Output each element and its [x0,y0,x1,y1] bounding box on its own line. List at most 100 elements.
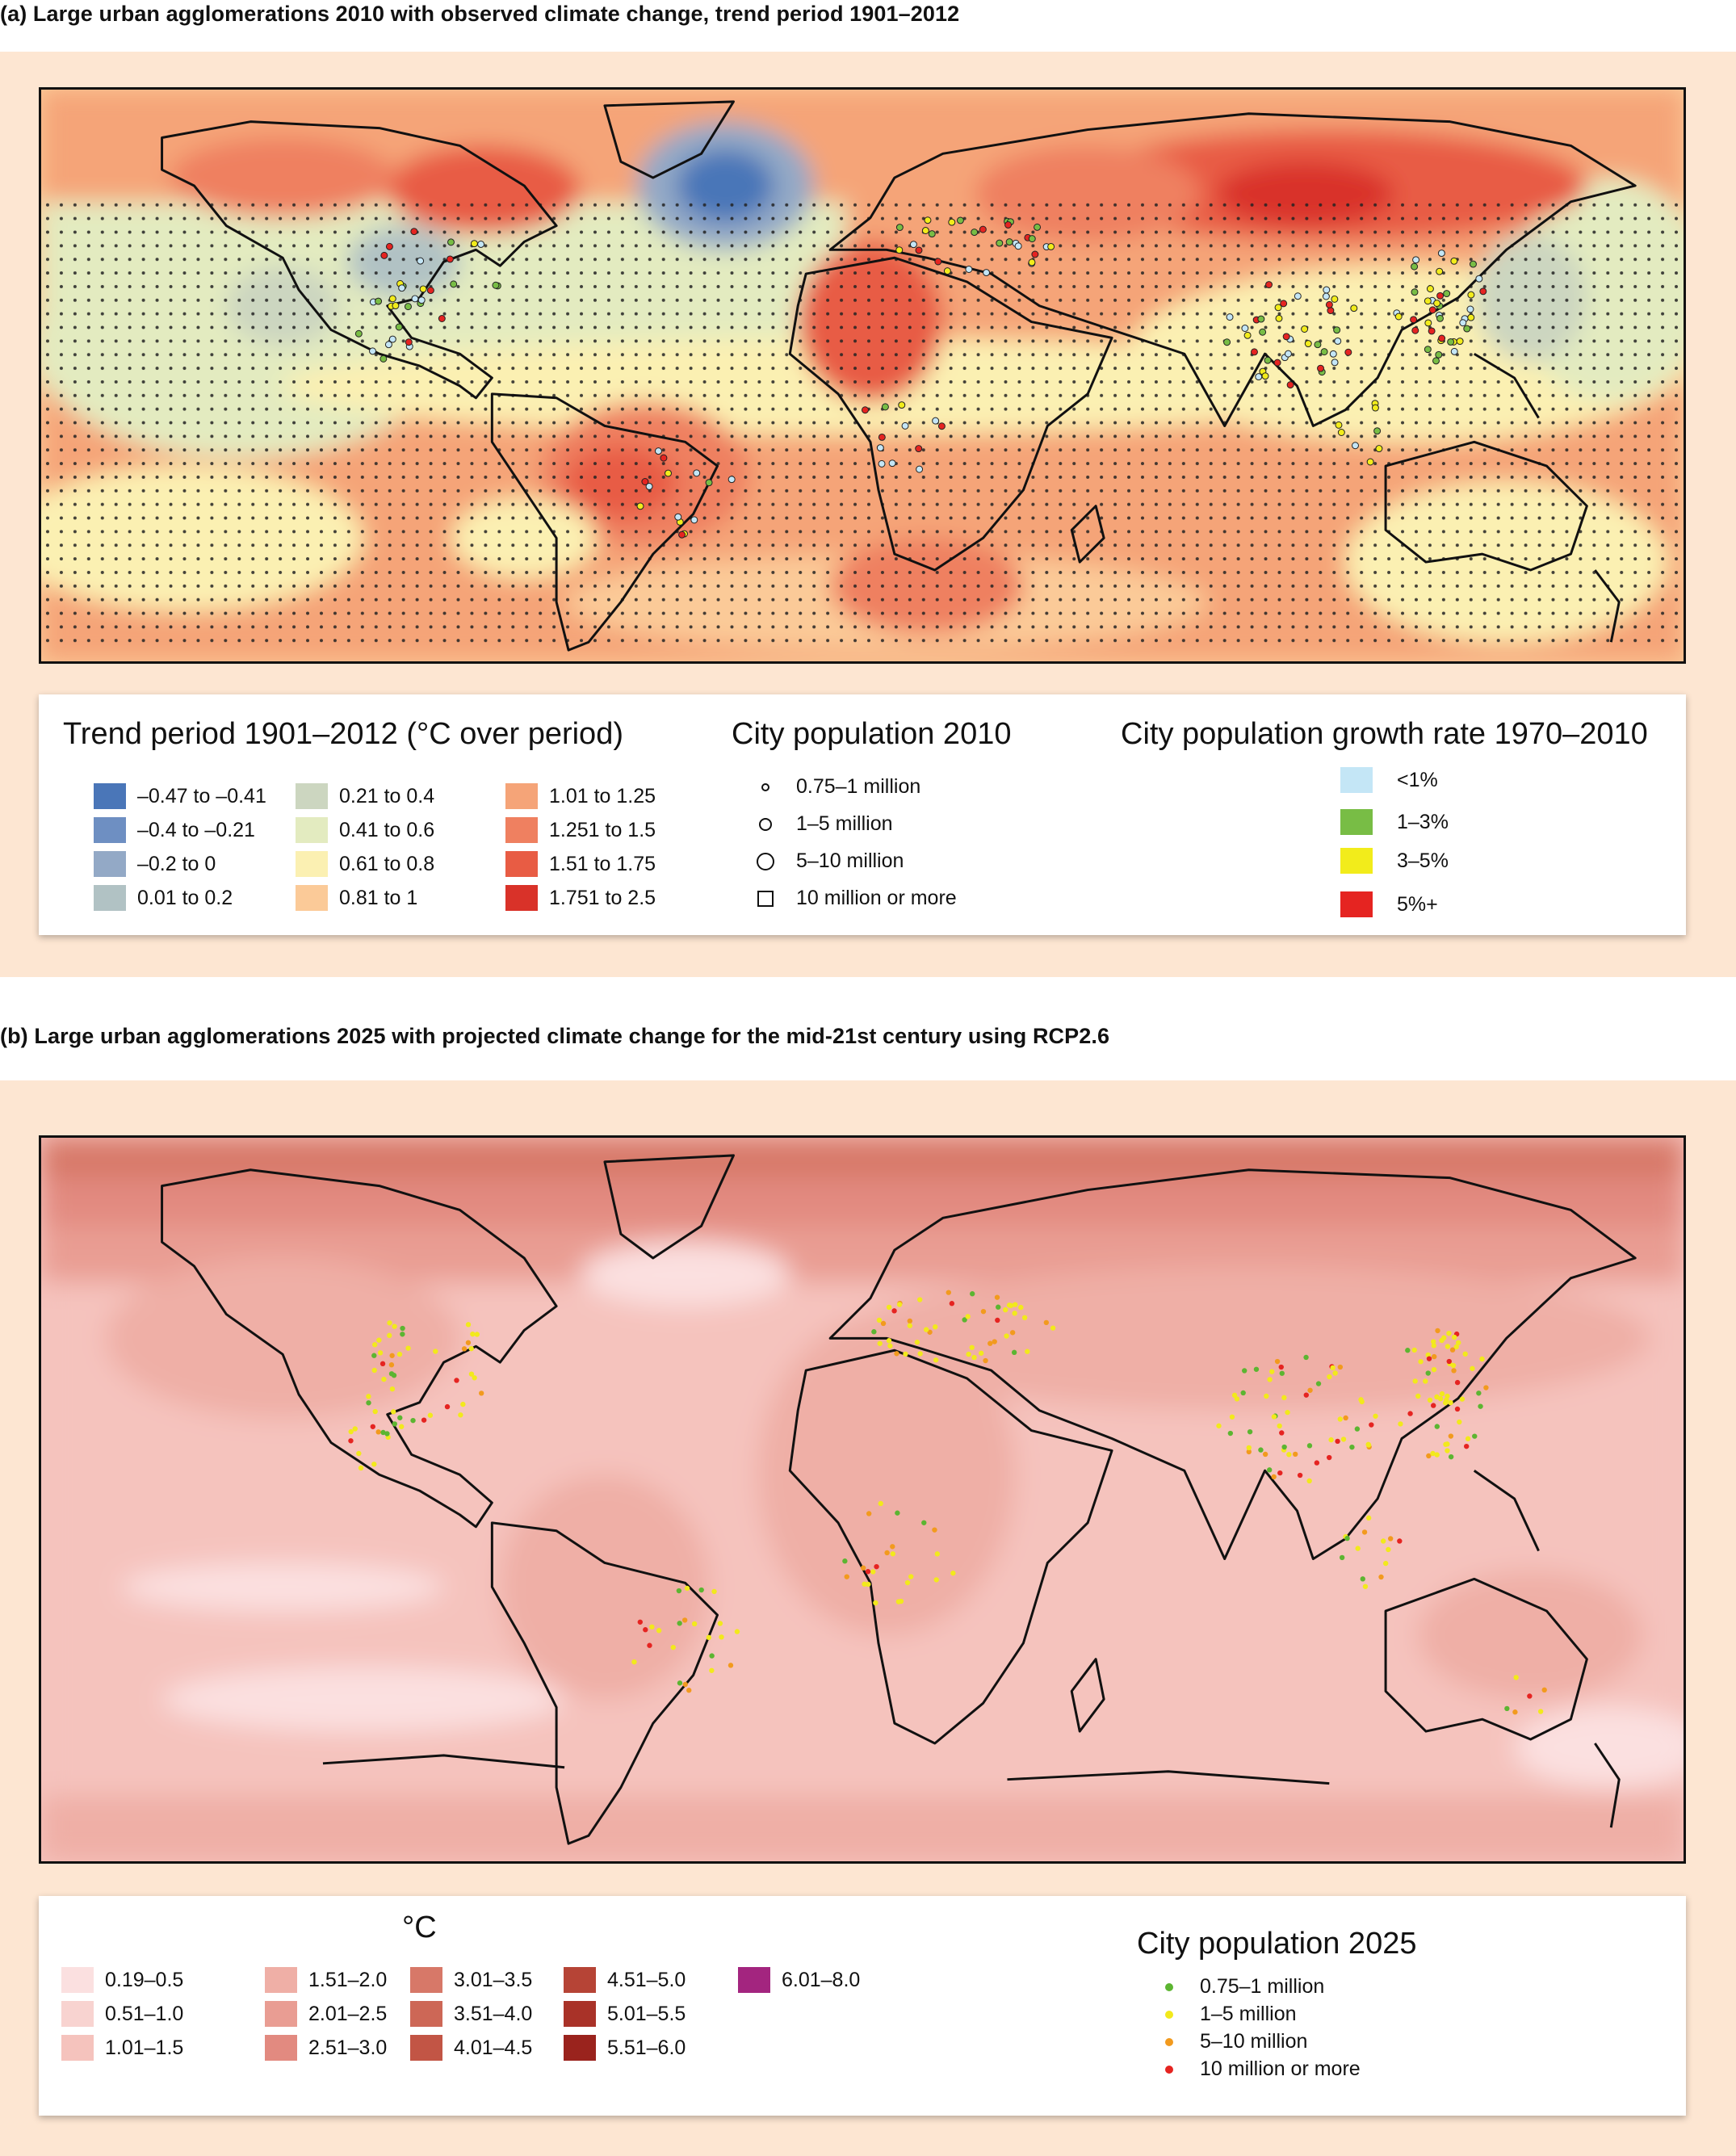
city-marker [371,1462,377,1467]
city-marker [1445,1344,1451,1349]
legend-swatch [296,817,328,843]
city-marker [405,338,413,346]
legend-label: 6.01–8.0 [782,1968,861,1991]
coastlines-b [161,1154,1637,1845]
city-marker [470,240,478,248]
city-marker [1231,1392,1238,1399]
city-marker [916,1297,923,1302]
panel-b-map[interactable] [39,1135,1686,1864]
city-marker [1412,256,1420,264]
city-marker [1435,1328,1440,1334]
city-marker [1437,250,1445,258]
city-marker [1361,1529,1368,1535]
city-marker [1373,1413,1378,1419]
city-marker [980,1308,987,1315]
legend-label: 0.19–0.5 [105,1968,184,1991]
city-marker [1285,1409,1290,1416]
city-marker [896,1302,903,1307]
trend-legend-item: –0.4 to –0.21 [94,817,255,843]
city-marker [1303,1392,1309,1398]
city-marker [1432,1353,1437,1360]
city-marker [380,1429,386,1436]
legend-swatch [296,885,328,911]
city-marker [681,1617,688,1623]
city-marker [1009,1330,1016,1336]
city-marker [1335,421,1343,429]
city-marker [909,241,917,249]
city-marker [1358,1397,1364,1403]
city-marker [438,315,446,322]
city-marker [1371,404,1379,412]
city-marker [684,1585,690,1592]
legend-label: 1–5 million [1200,2003,1297,2025]
legend-label: 2.51–3.0 [308,2036,388,2059]
city-marker [1282,333,1290,341]
city-marker [397,1415,403,1420]
city-marker [948,218,956,226]
city-marker [1223,338,1231,346]
city-marker [379,354,388,363]
city-marker [927,1329,933,1335]
city-marker [1306,1443,1313,1449]
city-marker [1450,257,1458,265]
city-marker [1327,307,1335,315]
city-marker [1450,1362,1457,1369]
city-marker [1411,326,1419,334]
city-marker [1025,1349,1030,1354]
legend-label: 1.51–2.0 [308,1968,388,1991]
city-marker [1445,1441,1450,1447]
legend-label: 1–5 million [796,812,893,835]
temperature-legend-item: 1.01–1.5 [61,2035,183,2061]
city-marker [458,1412,463,1418]
city-marker [656,1628,662,1634]
city-marker [470,1331,476,1337]
city-marker [384,341,392,349]
trend-legend-item: 0.81 to 1 [296,885,417,911]
city-marker [1447,338,1455,346]
legend-swatch [738,1967,770,1993]
city-marker [1271,1474,1277,1480]
city-marker [1428,327,1436,335]
city-marker [417,296,426,304]
city-marker [477,241,485,248]
growth-legend-heading: City population growth rate 1970–2010 [1121,717,1648,751]
city-marker [891,1308,897,1314]
panel-a-map[interactable] [39,87,1686,664]
city-marker [1269,1369,1275,1374]
city-marker [693,469,701,477]
legend-label: –0.2 to 0 [137,852,216,875]
city-marker [1043,1319,1050,1326]
city-marker [381,1376,387,1382]
city-marker [366,1394,371,1399]
city-marker [924,216,932,224]
city-marker [1470,1365,1475,1371]
coastlines-a [161,100,1637,652]
city-marker [1350,304,1358,312]
city-marker [1439,1390,1445,1397]
temperature-legend-item: 3.51–4.0 [410,2001,532,2027]
city-marker [371,1353,377,1358]
legend-label: 0.51–1.0 [105,2002,184,2025]
city-marker [923,1327,929,1332]
city-marker [1352,442,1359,450]
city-marker [870,1569,876,1575]
city-marker [1286,381,1294,389]
legend-swatch [410,2001,442,2027]
legend-label: 4.01–4.5 [454,2036,533,2059]
legend-label: 2.01–2.5 [308,2002,388,2025]
city-marker [1442,1400,1449,1406]
city-marker [1332,1370,1338,1376]
city-marker [1323,286,1331,294]
city-marker [1365,1442,1372,1448]
legend-swatch [564,1967,596,1993]
city-marker [711,1588,717,1595]
legend-label: 0.41 to 0.6 [339,818,435,841]
city-marker [465,1322,472,1328]
city-marker [492,281,500,289]
trend-legend-item: –0.47 to –0.41 [94,783,266,809]
city-marker [1443,290,1451,298]
city-marker [1450,347,1458,355]
city-marker [1541,1687,1547,1693]
city-marker [983,269,991,277]
city-marker [1028,258,1036,266]
